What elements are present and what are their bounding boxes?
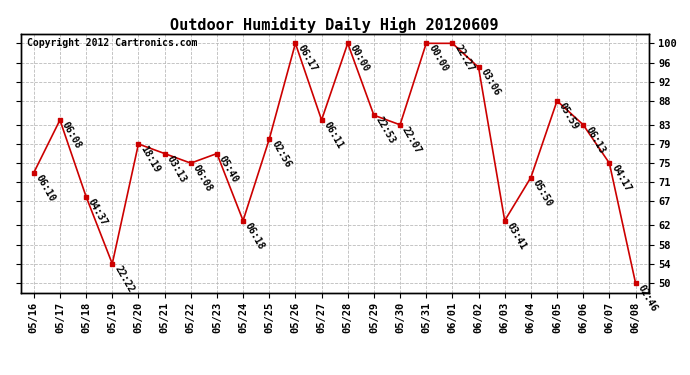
Text: 22:07: 22:07 (400, 125, 424, 155)
Text: 06:17: 06:17 (295, 44, 319, 74)
Text: 03:13: 03:13 (165, 153, 188, 184)
Text: 05:40: 05:40 (217, 153, 240, 184)
Text: 03:06: 03:06 (479, 67, 502, 98)
Text: 02:56: 02:56 (269, 139, 293, 170)
Text: 00:00: 00:00 (426, 44, 450, 74)
Text: 06:10: 06:10 (34, 173, 57, 203)
Text: 05:50: 05:50 (531, 177, 554, 208)
Text: 05:59: 05:59 (557, 101, 580, 131)
Text: 18:19: 18:19 (139, 144, 161, 174)
Text: 06:11: 06:11 (322, 120, 345, 150)
Text: 06:13: 06:13 (583, 125, 607, 155)
Text: 04:17: 04:17 (609, 163, 633, 194)
Text: 03:41: 03:41 (504, 220, 528, 251)
Text: Copyright 2012 Cartronics.com: Copyright 2012 Cartronics.com (27, 38, 197, 48)
Text: 22:22: 22:22 (112, 264, 136, 294)
Text: 06:08: 06:08 (190, 163, 214, 194)
Text: 04:37: 04:37 (86, 196, 110, 227)
Text: 06:08: 06:08 (60, 120, 83, 150)
Text: 22:27: 22:27 (453, 44, 475, 74)
Title: Outdoor Humidity Daily High 20120609: Outdoor Humidity Daily High 20120609 (170, 16, 499, 33)
Text: 06:18: 06:18 (243, 220, 266, 251)
Text: 00:00: 00:00 (348, 44, 371, 74)
Text: 02:46: 02:46 (635, 283, 659, 314)
Text: 22:53: 22:53 (374, 115, 397, 146)
